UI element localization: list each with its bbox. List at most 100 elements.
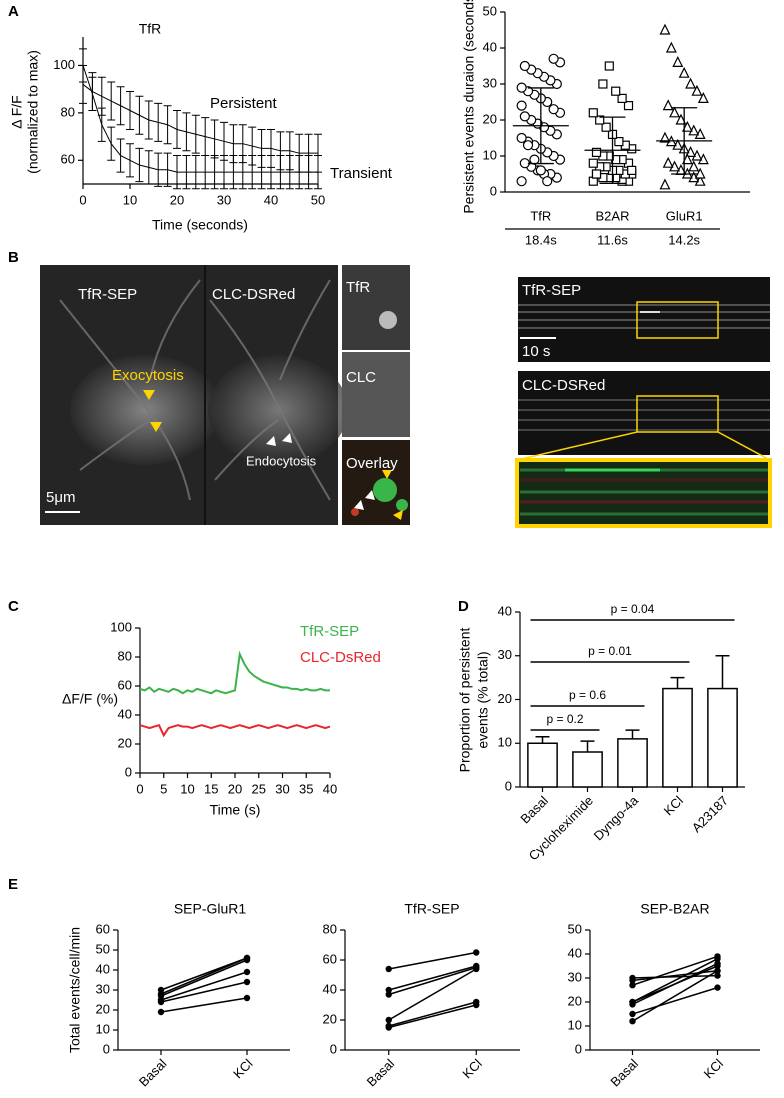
series-line: [160, 957, 248, 991]
x-tick-label: B2AR: [596, 208, 630, 223]
y-tick-label: 60: [96, 921, 110, 936]
y-tick-label: 0: [490, 183, 497, 198]
error-bar: [210, 155, 219, 190]
x-axis-label: Time (s): [210, 802, 261, 818]
y-tick-label: 50: [568, 921, 582, 936]
error-bar: [248, 155, 257, 190]
point: [473, 962, 480, 970]
error-bar: [144, 150, 153, 185]
series-line: [388, 966, 477, 996]
y-tick-label: 80: [118, 648, 132, 663]
x-tick-label: 0: [136, 781, 143, 796]
y-tick-label: 30: [483, 75, 497, 90]
legend-label: Transient: [330, 165, 393, 182]
x-tick-label: A23187: [689, 793, 731, 835]
bar: [662, 687, 693, 788]
comparison-label: p = 0.2: [546, 712, 583, 726]
point: [672, 56, 684, 68]
point: [659, 178, 671, 190]
error-bar: [210, 119, 219, 159]
comparison-label: p = 0.04: [611, 602, 655, 616]
y-tick-label: 60: [118, 677, 132, 692]
point: [385, 1016, 392, 1024]
point: [243, 954, 251, 962]
y-tick-label: 10: [568, 1017, 582, 1032]
point: [662, 99, 674, 111]
panel-label: C: [8, 598, 19, 615]
error-bar: [580, 740, 595, 752]
x-tick-label: Basal: [136, 1056, 170, 1090]
x-tick-label: 0: [79, 192, 86, 207]
x-axis-label: Time (seconds): [152, 217, 248, 233]
error-bar: [670, 676, 685, 689]
point: [629, 998, 636, 1006]
series-line: [160, 997, 248, 1013]
y-tick-label: 30: [568, 969, 582, 984]
y-axis-label: Δ F/F: [9, 95, 25, 128]
x-tick-label: TfR: [530, 208, 551, 223]
error-bar: [154, 152, 163, 187]
y-tick-label: 0: [505, 778, 512, 793]
point: [629, 977, 636, 984]
point: [669, 106, 681, 118]
point: [519, 111, 530, 122]
y-tick-label: 20: [323, 1011, 337, 1026]
image-label: Exocytosis: [112, 367, 184, 384]
y-tick-label: 0: [575, 1041, 582, 1056]
x-tick-label: 40: [264, 192, 278, 207]
error-bar: [191, 114, 200, 154]
point: [691, 84, 703, 96]
x-tick-label: Basal: [607, 1056, 641, 1090]
series-line: [160, 981, 248, 1003]
x-tick-label: KCl: [230, 1056, 255, 1081]
error-bar: [535, 735, 550, 744]
y-tick-label: 0: [330, 1041, 337, 1056]
point: [157, 1008, 165, 1016]
y-tick-label: 40: [323, 981, 337, 996]
point: [659, 23, 671, 35]
error-bar: [182, 155, 191, 190]
y-tick-label: 40: [568, 945, 582, 960]
error-bar: [220, 155, 228, 190]
series-line: [632, 970, 718, 982]
y-tick-label: 40: [118, 706, 132, 721]
point: [617, 93, 627, 104]
error-bar: [285, 155, 294, 190]
point: [629, 1018, 636, 1025]
point: [714, 967, 721, 974]
y-tick-label: 10: [483, 147, 497, 162]
series-line: [388, 951, 477, 970]
y-tick-label: 20: [568, 993, 582, 1008]
point: [522, 140, 534, 151]
point: [243, 978, 251, 986]
point: [529, 154, 540, 165]
error-bar: [201, 117, 210, 157]
error-bar: [625, 729, 640, 739]
y-tick-label: 40: [498, 603, 512, 618]
sd-bar: [527, 87, 554, 165]
error-bar: [276, 155, 285, 190]
point: [516, 176, 527, 187]
bar: [527, 742, 558, 788]
y-tick-label: 10: [498, 735, 512, 750]
point: [685, 77, 697, 89]
point: [688, 160, 700, 172]
x-tick-label: 40: [323, 781, 337, 796]
point: [681, 153, 693, 165]
y-tick-label: 30: [498, 647, 512, 662]
point: [665, 41, 677, 53]
point: [678, 66, 690, 78]
y-axis-label: events (% total): [475, 651, 491, 748]
x-tick-label: Dyngo-4a: [591, 792, 642, 843]
x-tick-label: GluR1: [666, 208, 703, 223]
image-label: CLC: [346, 369, 376, 386]
series-line: [82, 84, 318, 154]
point: [629, 982, 636, 989]
legend-label: TfR-SEP: [300, 623, 359, 640]
error-bar: [97, 107, 106, 142]
y-tick-label: 20: [483, 111, 497, 126]
series-line: [632, 974, 718, 979]
error-bar: [229, 155, 238, 190]
series-line: [160, 959, 248, 997]
image-label: TfR: [346, 279, 370, 296]
